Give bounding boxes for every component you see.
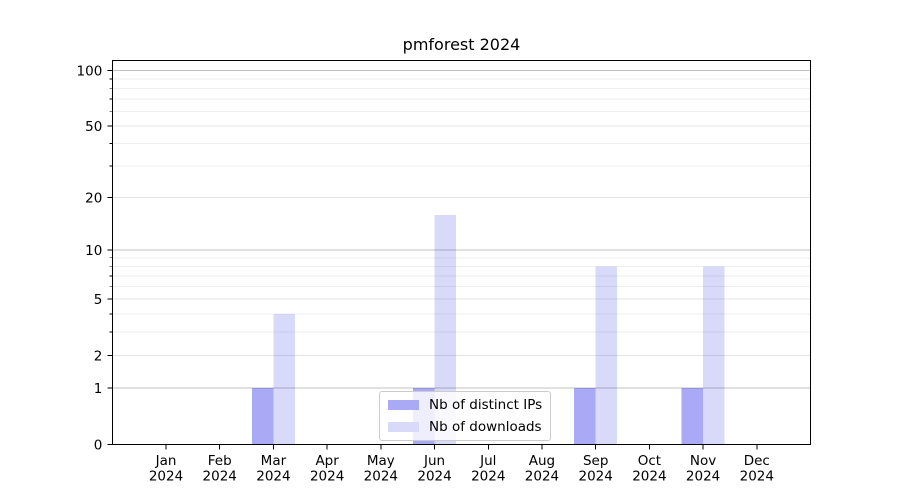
x-tick-label-year: 2024 xyxy=(471,469,505,485)
bar-nb-of-downloads xyxy=(703,266,725,445)
x-tick-label-month: Oct xyxy=(638,453,661,469)
bar-nb-of-distinct-ips xyxy=(251,388,274,445)
x-tick-label-month: Sep xyxy=(583,453,608,469)
x-tick-label-month: May xyxy=(367,453,395,469)
y-tick-label: 0 xyxy=(94,437,103,453)
legend-item-label: Nb of downloads xyxy=(429,419,542,436)
legend-item-nb-of-downloads: Nb of downloads xyxy=(388,419,542,435)
x-tick-label-year: 2024 xyxy=(203,469,237,485)
x-tick-label-month: Aug xyxy=(529,453,555,469)
y-tick-label: 10 xyxy=(85,243,102,259)
x-tick-label-year: 2024 xyxy=(686,469,720,485)
x-tick-label-month: Jun xyxy=(423,453,445,469)
x-tick-label-month: Feb xyxy=(208,453,232,469)
x-tick-label-year: 2024 xyxy=(417,469,451,485)
x-tick-label-month: Mar xyxy=(261,453,287,469)
x-tick-label-year: 2024 xyxy=(632,469,666,485)
x-tick-label-month: Jan xyxy=(155,453,177,469)
bar-nb-of-downloads xyxy=(434,214,457,445)
x-tick-label-year: 2024 xyxy=(364,469,398,485)
bar-nb-of-distinct-ips xyxy=(681,388,704,445)
y-tick-label: 2 xyxy=(94,348,103,364)
y-tick-label: 100 xyxy=(77,63,103,79)
x-tick-label-year: 2024 xyxy=(310,469,344,485)
bar-nb-of-downloads xyxy=(273,313,295,445)
legend-swatch-icon xyxy=(388,422,419,433)
x-tick-label-year: 2024 xyxy=(149,469,183,485)
legend-item-nb-of-distinct-ips: Nb of distinct IPs xyxy=(388,397,542,413)
bar-nb-of-distinct-ips xyxy=(574,388,596,445)
legend-item-label: Nb of distinct IPs xyxy=(429,397,543,413)
x-tick-label-year: 2024 xyxy=(740,469,774,485)
x-tick-label-month: Apr xyxy=(315,453,339,469)
chart-title: pmforest 2024 xyxy=(402,35,521,54)
y-tick-label: 20 xyxy=(85,191,102,207)
x-tick-label-month: Dec xyxy=(744,453,770,469)
plot-border xyxy=(111,59,812,445)
y-tick-label: 50 xyxy=(85,119,102,135)
x-tick-label-year: 2024 xyxy=(578,469,612,485)
bar-nb-of-downloads xyxy=(595,266,618,445)
x-tick-label-year: 2024 xyxy=(256,469,290,485)
x-tick-label-month: Nov xyxy=(690,453,716,469)
y-tick-label: 1 xyxy=(94,381,103,397)
legend-swatch-icon xyxy=(388,400,419,411)
y-tick-label: 5 xyxy=(94,292,103,308)
x-tick-label-year: 2024 xyxy=(525,469,559,485)
chart-legend: Nb of distinct IPs Nb of downloads xyxy=(379,391,552,442)
x-tick-label-month: Jul xyxy=(479,453,496,469)
